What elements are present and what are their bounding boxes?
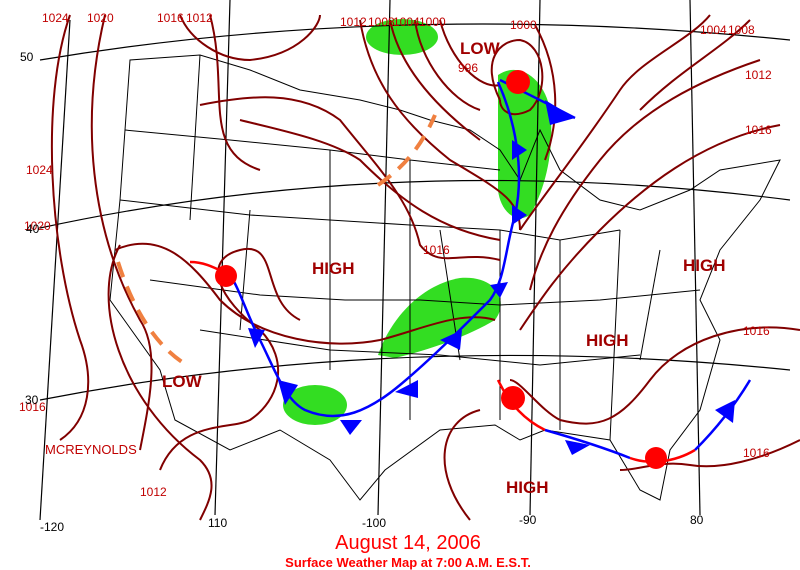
isobar-label: 1012 xyxy=(340,15,367,29)
map-title: August 14, 2006 xyxy=(335,532,481,554)
isobar-label: 1016 xyxy=(745,123,772,137)
pressure-center: LOW xyxy=(162,372,203,391)
isobar-label: 1012 xyxy=(745,68,772,82)
pressure-center: HIGH xyxy=(506,478,549,497)
isobars xyxy=(50,14,800,521)
map-subtitle: Surface Weather Map at 7:00 A.M. E.S.T. xyxy=(285,555,531,570)
isobar-label: 1012 xyxy=(186,11,213,25)
longitude-label: 80 xyxy=(690,513,704,527)
warm-front-semicircles xyxy=(215,70,667,469)
isobar-label: 1000 xyxy=(510,18,537,32)
isobar-label: 1008 xyxy=(368,15,395,29)
isobar-label: 1024 xyxy=(26,163,53,177)
pressure-center: HIGH xyxy=(312,259,355,278)
cold-front-triangles xyxy=(248,100,735,455)
pressure-center: LOW xyxy=(460,39,501,58)
pressure-center: HIGH xyxy=(683,256,726,275)
troughs xyxy=(116,114,437,364)
latitude-label: 30 xyxy=(25,393,39,407)
isobar-label: 1016 xyxy=(423,243,450,257)
isobar-label: 1012 xyxy=(140,485,167,499)
latitude-label: 40 xyxy=(26,222,40,236)
isobar-label: 1016 xyxy=(157,11,184,25)
isobar-label: 1016 xyxy=(19,400,46,414)
isobar-label: 1000 xyxy=(419,15,446,29)
longitude-label: -120 xyxy=(40,520,64,534)
isobar-label: 996 xyxy=(458,61,478,75)
isobar-label: 1016 xyxy=(743,446,770,460)
isobar-label: 1016 xyxy=(743,324,770,338)
isobar-label: 1008 xyxy=(728,23,755,37)
isobar-label: 1004 xyxy=(393,15,420,29)
credit: MCREYNOLDS xyxy=(45,442,137,457)
longitude-label: 110 xyxy=(208,516,227,530)
longitude-label: -90 xyxy=(519,513,537,527)
isobar-label: 1024 xyxy=(42,11,69,25)
isobar-label: 1004 xyxy=(700,23,727,37)
longitude-label: -100 xyxy=(362,516,386,530)
latitude-label: 50 xyxy=(20,50,34,64)
pressure-center: HIGH xyxy=(586,331,629,350)
graticule xyxy=(39,0,791,521)
isobar-label: 1020 xyxy=(24,219,51,233)
isobar-label: 1020 xyxy=(87,11,114,25)
